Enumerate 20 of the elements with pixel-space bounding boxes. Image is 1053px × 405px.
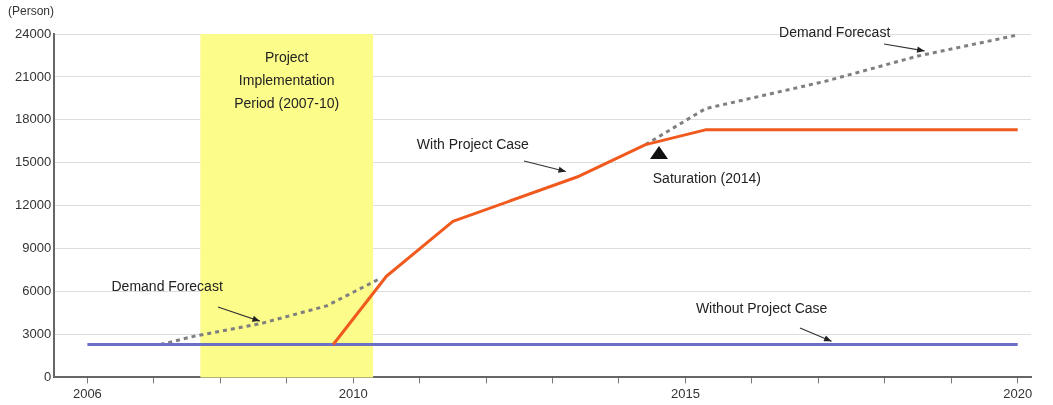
- x-tick-label: 2006: [72, 385, 102, 401]
- y-tick-label: 0: [43, 368, 52, 384]
- x-tick-label: 2020: [1003, 385, 1033, 401]
- annotation: Without Project Case: [695, 300, 828, 317]
- annotation: Saturation (2014): [652, 170, 761, 187]
- band-label: Project Implementation Period (2007-10): [233, 48, 341, 113]
- y-tick-label: 15000: [14, 154, 52, 170]
- x-tick-label: 2010: [338, 385, 368, 401]
- y-tick-label: 12000: [14, 197, 52, 213]
- y-tick-label: 3000: [22, 326, 52, 342]
- annotation: Demand Forecast: [111, 277, 223, 294]
- annotation: With Project Case: [416, 136, 529, 153]
- annotation: Demand Forecast: [779, 24, 891, 41]
- y-tick-label: 6000: [22, 283, 52, 299]
- y-axis-title: (Person): [8, 4, 55, 18]
- y-tick-label: 21000: [14, 68, 52, 84]
- y-tick-label: 24000: [14, 25, 52, 41]
- y-tick-label: 18000: [14, 111, 52, 127]
- x-tick-label: 2015: [670, 385, 700, 401]
- y-tick-label: 9000: [22, 240, 52, 256]
